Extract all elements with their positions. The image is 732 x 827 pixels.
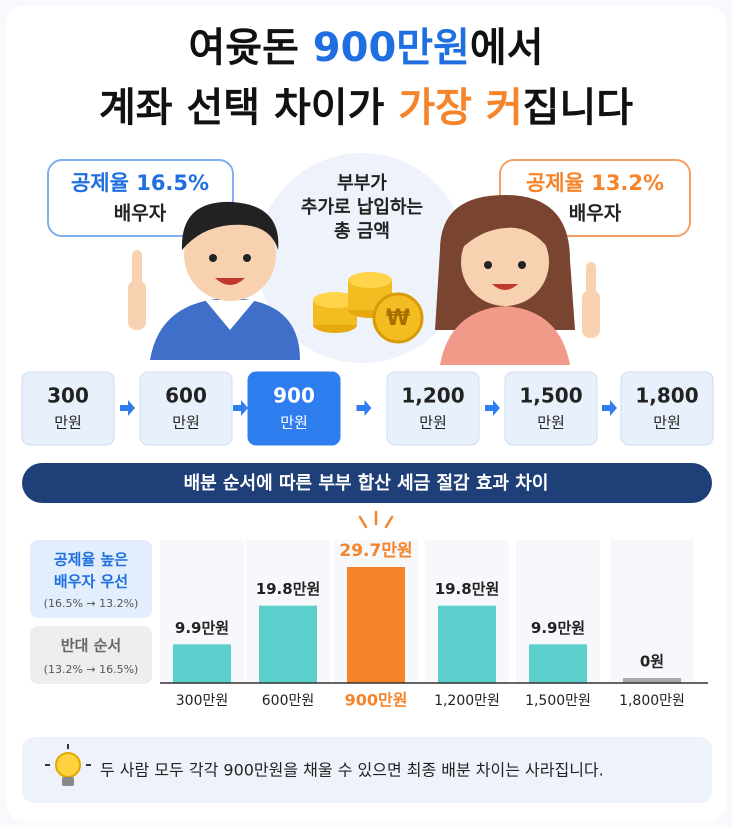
bubble-rate: 공제율 13.2% [526, 171, 664, 195]
step-box [386, 371, 480, 446]
category-label: 1,500만원 [525, 693, 591, 709]
coin-symbol: ₩ [386, 306, 410, 331]
value-label: 29.7만원 [339, 541, 412, 561]
center-note: 부부가 [337, 173, 387, 194]
legend-box [30, 540, 152, 618]
title-highlight: 900만원 [313, 25, 470, 71]
title-highlight: 가장 커 [398, 85, 522, 131]
step-box [504, 371, 598, 446]
bubble [47, 159, 234, 237]
legend-box [30, 626, 152, 684]
title-line1: 여윳돈 900만원에서 [188, 25, 543, 71]
man-illustration [128, 201, 300, 360]
center-note: 추가로 납입하는 [301, 196, 423, 218]
step-arrow [120, 400, 135, 416]
woman-illustration [435, 195, 600, 365]
step-arrow [233, 400, 248, 416]
value-label: 0원 [640, 653, 664, 671]
step-arrow [602, 400, 617, 416]
bulb-icon [45, 744, 91, 786]
bubble-rate: 공제율 16.5% [71, 171, 209, 195]
legend-label: 공제율 높은 [54, 551, 128, 569]
category-label: 600만원 [262, 693, 314, 709]
title-text: 여윳돈 [188, 25, 312, 71]
legend-note: (16.5% → 13.2%) [44, 597, 139, 610]
bar [347, 567, 405, 683]
step-box [620, 371, 714, 446]
step-unit: 만원 [280, 414, 308, 432]
step-box [21, 371, 115, 446]
step-unit: 만원 [419, 414, 447, 432]
step-amount: 1,500 [519, 384, 582, 408]
legend-label: 반대 순서 [61, 637, 121, 655]
bar [438, 605, 496, 683]
step-unit: 만원 [653, 414, 681, 432]
column-band [610, 540, 694, 683]
step-arrow [485, 400, 500, 416]
step-arrow [356, 400, 372, 416]
bar [259, 605, 317, 683]
category-label: 300만원 [176, 693, 228, 709]
bubble-role: 배우자 [569, 203, 622, 225]
step-unit: 만원 [54, 414, 82, 432]
legend-note: (13.2% → 16.5%) [44, 663, 139, 676]
step-amount: 1,200 [401, 384, 464, 408]
legend-label: 배우자 우선 [54, 573, 128, 591]
step-amount: 900 [273, 384, 315, 408]
title-line2: 계좌 선택 차이가 가장 커집니다 [99, 85, 633, 131]
category-label: 1,200만원 [434, 693, 500, 709]
value-label: 9.9만원 [175, 619, 229, 637]
bar [529, 644, 587, 683]
bar [173, 644, 231, 683]
banner [22, 463, 712, 503]
bar [623, 678, 681, 683]
center-note: 총 금액 [334, 221, 390, 242]
step-box [139, 371, 233, 446]
title-text: 집니다 [523, 85, 634, 131]
category-label: 900만원 [345, 691, 408, 710]
tip-text: 두 사람 모두 각각 900만원을 채울 수 있으면 최종 배분 차이는 사라집… [100, 761, 604, 780]
value-label: 19.8만원 [256, 580, 321, 598]
value-label: 19.8만원 [435, 580, 500, 598]
burst [358, 510, 394, 529]
step-amount: 300 [47, 384, 89, 408]
tip-box [22, 737, 712, 803]
step-amount: 600 [165, 384, 207, 408]
coins: ₩ [313, 272, 424, 344]
value-label: 9.9만원 [531, 619, 585, 637]
step-unit: 만원 [172, 414, 200, 432]
step-unit: 만원 [537, 414, 565, 432]
step-amount: 1,800 [635, 384, 698, 408]
step-box [247, 371, 341, 446]
banner-text: 배분 순서에 따른 부부 합산 세금 절감 효과 차이 [184, 472, 549, 494]
title-text: 계좌 선택 차이가 [99, 85, 398, 131]
category-label: 1,800만원 [619, 693, 685, 709]
bubble-role: 배우자 [114, 203, 167, 225]
title-text: 에서 [470, 25, 544, 71]
